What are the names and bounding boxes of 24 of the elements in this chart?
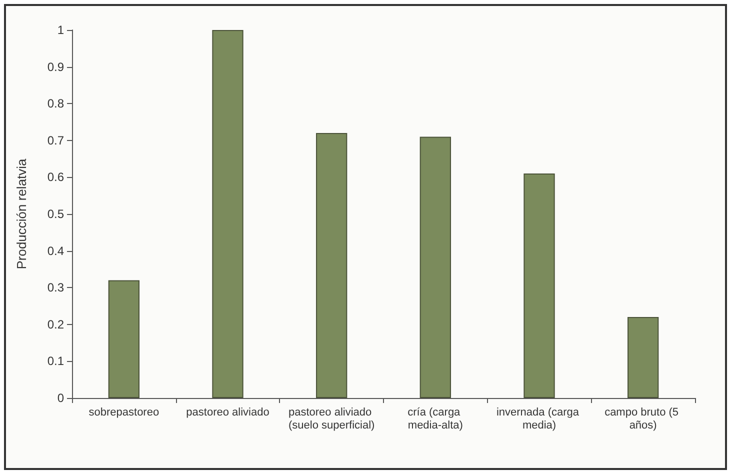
x-tick-label: pastoreo aliviado (suelo superficial) <box>288 406 375 432</box>
y-tick-label: 0.8 <box>47 96 64 111</box>
y-tick-label: 0.7 <box>47 133 64 148</box>
bar <box>524 174 555 398</box>
bar <box>420 136 451 398</box>
y-tick-label: 0.2 <box>47 317 64 332</box>
x-tick-label: campo bruto (5 años) <box>604 406 682 432</box>
bar <box>316 133 348 398</box>
y-tick-label: 0.6 <box>47 170 64 184</box>
bar <box>628 317 659 398</box>
y-tick-label: 0.4 <box>47 244 64 258</box>
y-tick-label: 0 <box>57 391 64 405</box>
x-tick-label: invernada (carga media) <box>496 406 582 432</box>
y-tick-label: 1 <box>57 23 64 37</box>
y-tick-label: 0.9 <box>47 60 64 74</box>
x-tick-label: sobrepastoreo <box>88 406 160 418</box>
y-axis-title: Producción relatvia <box>14 158 29 270</box>
x-tick-label: pastoreo aliviado <box>186 406 270 418</box>
y-tick-label: 0.3 <box>47 280 64 295</box>
bar <box>108 280 140 398</box>
y-tick-label: 0.5 <box>47 207 64 221</box>
y-tick-label: 0.1 <box>47 354 64 368</box>
x-tick-label: cría (carga media-alta) <box>408 406 464 432</box>
bar <box>212 30 244 398</box>
